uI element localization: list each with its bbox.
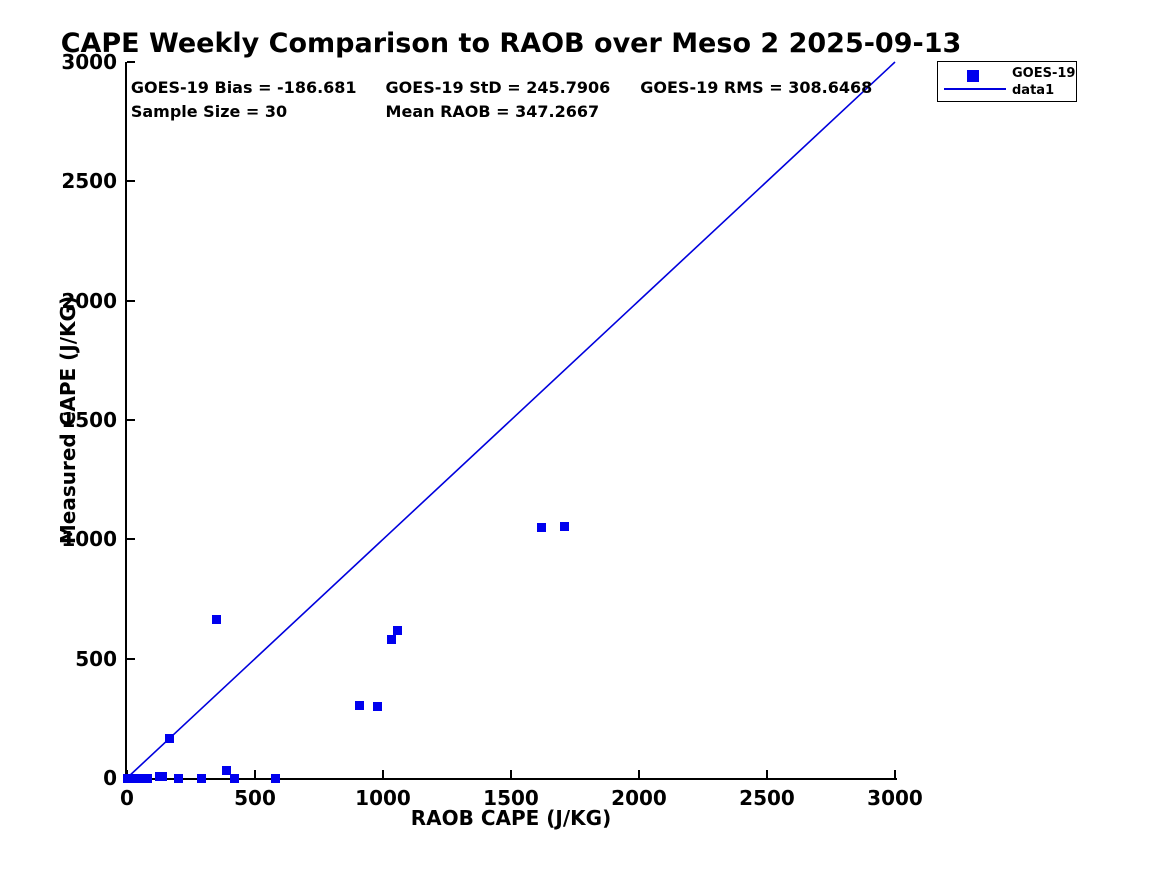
x-tick-mark bbox=[254, 770, 256, 778]
legend-goes19-marker-swatch bbox=[967, 70, 979, 82]
scatter-point bbox=[196, 773, 206, 783]
scatter-point bbox=[392, 625, 402, 635]
x-axis-label: RAOB CAPE (J/KG) bbox=[410, 806, 612, 830]
scatter-point bbox=[270, 773, 280, 783]
legend-goes19-label: GOES-19 bbox=[1012, 66, 1076, 81]
legend-data1-line-swatch bbox=[944, 88, 1006, 90]
x-tick-mark bbox=[894, 770, 896, 778]
scatter-point bbox=[355, 700, 365, 710]
identity-line-layer bbox=[126, 61, 896, 779]
y-tick-mark bbox=[127, 180, 135, 183]
x-tick-label: 0 bbox=[120, 786, 134, 810]
scatter-point bbox=[212, 614, 222, 624]
y-tick-label: 3000 bbox=[61, 50, 117, 74]
scatter-point bbox=[560, 521, 570, 531]
y-tick-label: 2500 bbox=[61, 169, 117, 194]
x-tick-label: 1000 bbox=[355, 786, 411, 810]
x-tick-label: 2500 bbox=[739, 786, 795, 810]
scatter-point bbox=[537, 522, 547, 532]
stat-annotation: GOES-19 Bias = -186.681 bbox=[130, 78, 357, 98]
y-tick-label: 1500 bbox=[61, 408, 117, 432]
y-tick-mark bbox=[127, 299, 135, 302]
scatter-point bbox=[164, 734, 174, 744]
x-tick-mark bbox=[510, 770, 512, 778]
scatter-point bbox=[173, 773, 183, 783]
y-axis-label: Measured CAPE (J/KG) bbox=[56, 295, 80, 545]
y-tick-mark bbox=[127, 61, 135, 63]
scatter-point bbox=[157, 771, 167, 781]
y-tick-label: 500 bbox=[75, 646, 117, 671]
x-tick-label: 500 bbox=[234, 786, 276, 810]
y-tick-label: 2000 bbox=[61, 288, 117, 313]
scatter-point bbox=[230, 773, 240, 783]
stat-annotation: GOES-19 StD = 245.7906 bbox=[385, 78, 611, 98]
legend: GOES-19 data1 bbox=[937, 61, 1077, 102]
x-tick-mark bbox=[638, 770, 640, 778]
y-tick-label: 1000 bbox=[61, 527, 117, 552]
y-tick-mark bbox=[127, 419, 135, 421]
y-tick-mark bbox=[127, 538, 135, 541]
x-axis-spine bbox=[125, 778, 897, 780]
x-tick-mark bbox=[766, 770, 768, 778]
plot-area: 0 500 1000 1500 2000 2500 3000 0 500 1000 1500 2000… bbox=[61, 51, 923, 810]
y-tick-label: 0 bbox=[103, 766, 117, 790]
legend-data1-label: data1 bbox=[1012, 83, 1055, 98]
stat-annotation: Sample Size = 30 bbox=[130, 102, 288, 122]
scatter-point bbox=[373, 701, 383, 711]
scatter-point bbox=[222, 766, 232, 776]
y-axis-spine bbox=[125, 62, 127, 780]
stat-annotation: Mean RAOB = 347.2667 bbox=[385, 102, 600, 122]
scatter-point bbox=[142, 773, 152, 783]
x-tick-label: 1500 bbox=[483, 786, 539, 810]
x-tick-label: 3000 bbox=[867, 786, 923, 810]
scatter-point bbox=[387, 635, 397, 645]
chart-title: CAPE Weekly Comparison to RAOB over Meso… bbox=[60, 28, 962, 59]
stat-annotation: GOES-19 RMS = 308.6468 bbox=[640, 78, 873, 98]
x-tick-label: 2000 bbox=[611, 786, 667, 810]
x-tick-mark bbox=[382, 770, 384, 778]
y-tick-mark bbox=[127, 657, 135, 660]
